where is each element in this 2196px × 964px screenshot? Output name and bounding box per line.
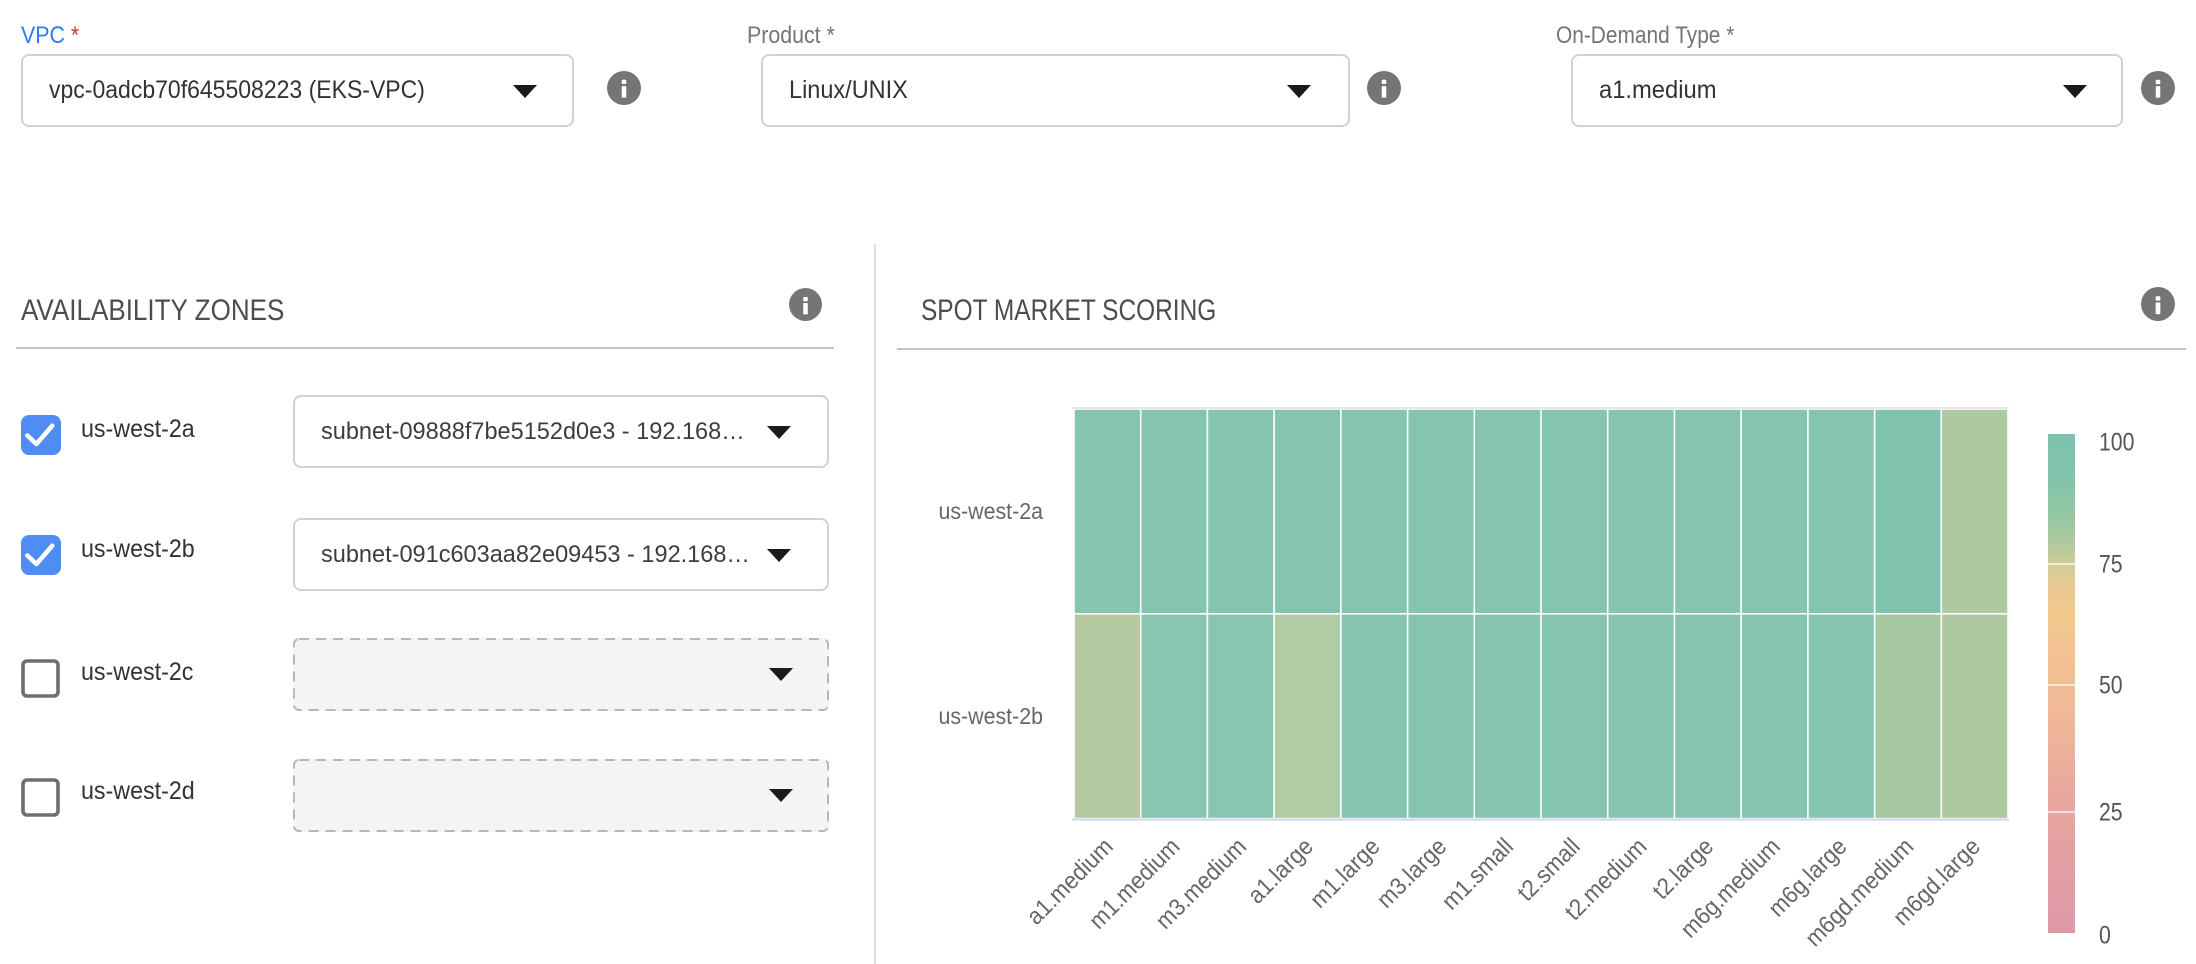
svg-text:us-west-2b: us-west-2b xyxy=(938,703,1043,729)
svg-text:m1.large: m1.large xyxy=(1304,833,1384,913)
svg-text:50: 50 xyxy=(2099,671,2123,699)
svg-text:0: 0 xyxy=(2099,921,2111,949)
svg-text:m3.large: m3.large xyxy=(1371,833,1451,913)
svg-text:m1.small: m1.small xyxy=(1436,833,1518,915)
svg-text:75: 75 xyxy=(2099,550,2123,578)
svg-text:25: 25 xyxy=(2099,798,2123,826)
svg-text:100: 100 xyxy=(2099,428,2134,456)
svg-text:us-west-2a: us-west-2a xyxy=(938,498,1043,524)
